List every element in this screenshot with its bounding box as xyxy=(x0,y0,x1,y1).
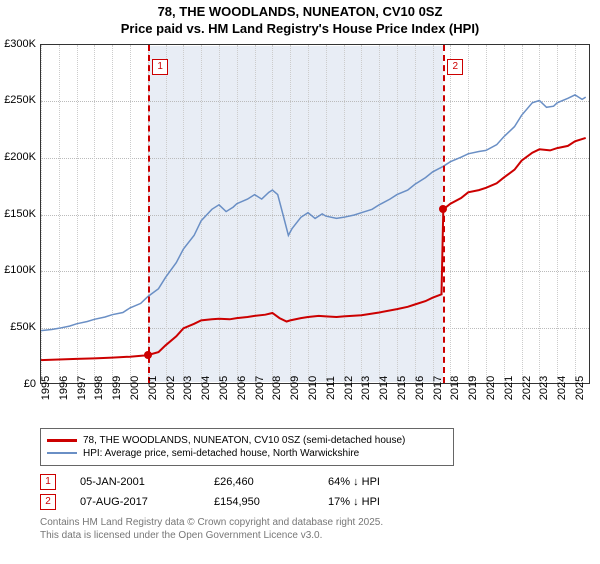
legend-item-price: 78, THE WOODLANDS, NUNEATON, CV10 0SZ (s… xyxy=(47,435,447,446)
x-axis-label: 2014 xyxy=(378,376,390,400)
x-axis-label: 2022 xyxy=(521,376,533,400)
x-axis-label: 2004 xyxy=(200,376,212,400)
footer-line2: This data is licensed under the Open Gov… xyxy=(40,530,322,541)
series-price_paid xyxy=(41,138,586,360)
legend-swatch-price xyxy=(47,439,77,442)
transaction-id-box: 2 xyxy=(40,494,56,510)
transaction-price: £26,460 xyxy=(214,476,304,488)
marker-line-2 xyxy=(443,45,445,383)
x-axis-label: 1995 xyxy=(40,376,52,400)
x-axis-label: 2023 xyxy=(538,376,550,400)
x-axis-label: 2000 xyxy=(129,376,141,400)
transaction-date: 05-JAN-2001 xyxy=(80,476,190,488)
y-axis-label: £150K xyxy=(4,208,36,220)
x-axis-label: 2006 xyxy=(236,376,248,400)
x-axis-label: 2008 xyxy=(271,376,283,400)
transaction-diff: 17% ↓ HPI xyxy=(328,496,380,508)
x-axis-label: 2003 xyxy=(182,376,194,400)
y-axis-label: £200K xyxy=(4,151,36,163)
transaction-id-box: 1 xyxy=(40,474,56,490)
marker-box-2: 2 xyxy=(447,59,463,75)
y-axis-label: £300K xyxy=(4,38,36,50)
y-axis-label: £100K xyxy=(4,264,36,276)
legend: 78, THE WOODLANDS, NUNEATON, CV10 0SZ (s… xyxy=(40,428,454,466)
marker-dot-2 xyxy=(439,205,447,213)
footer-line1: Contains HM Land Registry data © Crown c… xyxy=(40,517,383,528)
x-axis-label: 1997 xyxy=(76,376,88,400)
transaction-row: 1 05-JAN-2001 £26,460 64% ↓ HPI xyxy=(40,474,600,490)
title-line1: 78, THE WOODLANDS, NUNEATON, CV10 0SZ xyxy=(158,4,443,19)
marker-line-1 xyxy=(148,45,150,383)
x-axis-label: 2001 xyxy=(147,376,159,400)
y-axis-label: £250K xyxy=(4,94,36,106)
transaction-diff: 64% ↓ HPI xyxy=(328,476,380,488)
x-axis-label: 2020 xyxy=(485,376,497,400)
x-axis-label: 2019 xyxy=(467,376,479,400)
marker-box-1: 1 xyxy=(152,59,168,75)
x-axis-label: 2005 xyxy=(218,376,230,400)
x-axis-label: 2015 xyxy=(396,376,408,400)
footer: Contains HM Land Registry data © Crown c… xyxy=(40,516,600,542)
marker-dot-1 xyxy=(144,351,152,359)
x-axis-label: 2025 xyxy=(574,376,586,400)
x-axis-label: 2002 xyxy=(165,376,177,400)
x-axis-label: 1999 xyxy=(111,376,123,400)
legend-label-price: 78, THE WOODLANDS, NUNEATON, CV10 0SZ (s… xyxy=(83,435,405,446)
x-axis-label: 2021 xyxy=(503,376,515,400)
transaction-price: £154,950 xyxy=(214,496,304,508)
title-line2: Price paid vs. HM Land Registry's House … xyxy=(121,21,480,36)
x-axis-label: 2018 xyxy=(449,376,461,400)
x-axis-label: 2010 xyxy=(307,376,319,400)
x-axis-label: 2012 xyxy=(343,376,355,400)
transaction-date: 07-AUG-2017 xyxy=(80,496,190,508)
x-axis-label: 2024 xyxy=(556,376,568,400)
transaction-row: 2 07-AUG-2017 £154,950 17% ↓ HPI xyxy=(40,494,600,510)
line-layer xyxy=(41,45,591,385)
x-axis-label: 2009 xyxy=(289,376,301,400)
x-axis-label: 2013 xyxy=(360,376,372,400)
legend-item-hpi: HPI: Average price, semi-detached house,… xyxy=(47,448,447,459)
x-axis-label: 2007 xyxy=(254,376,266,400)
y-axis-label: £50K xyxy=(10,321,36,333)
plot-region: 12 xyxy=(40,44,590,384)
x-axis-label: 2016 xyxy=(414,376,426,400)
x-axis-label: 2011 xyxy=(325,376,337,400)
chart-area: 12 £0£50K£100K£150K£200K£250K£300K199519… xyxy=(40,44,590,384)
chart-title: 78, THE WOODLANDS, NUNEATON, CV10 0SZ Pr… xyxy=(0,4,600,38)
legend-label-hpi: HPI: Average price, semi-detached house,… xyxy=(83,448,359,459)
transaction-table: 1 05-JAN-2001 £26,460 64% ↓ HPI 2 07-AUG-2017… xyxy=(40,474,600,510)
series-hpi xyxy=(41,95,586,331)
y-axis-label: £0 xyxy=(24,378,36,390)
x-axis-label: 2017 xyxy=(432,376,444,400)
x-axis-label: 1998 xyxy=(93,376,105,400)
legend-swatch-hpi xyxy=(47,452,77,454)
x-axis-label: 1996 xyxy=(58,376,70,400)
